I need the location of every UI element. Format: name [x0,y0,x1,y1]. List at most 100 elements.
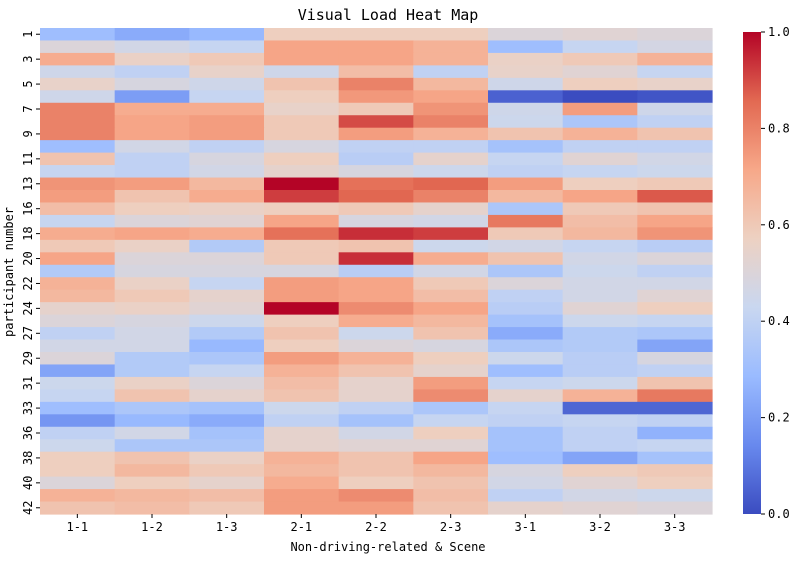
colorbar-tick-label: 0.8 [768,121,790,135]
heatmap-cell [189,302,265,316]
heatmap-cell [40,264,116,278]
heatmap-cell [562,439,638,453]
heatmap-cell [189,476,265,490]
heatmap-cell [189,177,265,191]
heatmap-cell [114,202,190,216]
heatmap-cell [189,264,265,278]
heatmap-cell [338,314,414,328]
heatmap-cell [189,239,265,253]
heatmap-cell [264,302,340,316]
heatmap-cell [189,115,265,129]
heatmap-cell [189,40,265,54]
heatmap-cell [413,277,489,291]
heatmap-cell [562,264,638,278]
heatmap-cell [114,389,190,403]
heatmap-cell [264,426,340,440]
heatmap-cell [637,401,713,415]
heatmap-cell [189,102,265,116]
heatmap-cell [189,152,265,166]
heatmap-cell [338,302,414,316]
heatmap-cell [40,165,116,179]
heatmap-cell [40,364,116,378]
heatmap-cell [189,90,265,104]
heatmap-cell [488,28,564,42]
y-tick-label: 27 [21,326,35,340]
heatmap-cell [637,52,713,66]
heatmap-cell [338,489,414,503]
heatmap-cell [40,202,116,216]
heatmap-cell [114,376,190,390]
heatmap-cell [562,140,638,154]
colorbar-tick-label: 0.0 [768,507,790,521]
heatmap-cell [488,40,564,54]
heatmap-cell [189,190,265,204]
heatmap-cell [637,177,713,191]
heatmap-cell [338,202,414,216]
heatmap-cell [413,227,489,241]
heatmap-cell [338,451,414,465]
heatmap-cell [189,165,265,179]
heatmap-cell [637,252,713,266]
heatmap-cell [40,302,116,316]
heatmap-cell [264,476,340,490]
heatmap-cell [264,314,340,328]
x-tick-label: 3-2 [589,520,611,534]
heatmap-cell [189,28,265,42]
heatmap-cell [338,476,414,490]
heatmap-cell [488,476,564,490]
heatmap-cell [488,464,564,478]
heatmap-cell [562,414,638,428]
heatmap-cell [637,376,713,390]
heatmap-cell [637,327,713,341]
heatmap-cell [488,376,564,390]
heatmap-cell [562,214,638,228]
heatmap-cell [114,426,190,440]
heatmap-cell [264,115,340,129]
heatmap-cell [40,314,116,328]
heatmap-cell [338,439,414,453]
heatmap-cell [189,127,265,141]
y-tick-label: 36 [21,426,35,440]
heatmap-cell [264,289,340,303]
heatmap-cell [264,239,340,253]
heatmap-cell [40,289,116,303]
heatmap-cell [413,426,489,440]
heatmap-cell [562,40,638,54]
y-tick-label: 1 [21,31,35,38]
heatmap-cell [562,451,638,465]
y-tick-label: 31 [21,376,35,390]
heatmap-cell [413,115,489,129]
heatmap-cell [413,102,489,116]
heatmap-cell [40,451,116,465]
heatmap-cell [488,489,564,503]
heatmap-cell [637,439,713,453]
heatmap-cell [40,376,116,390]
heatmap-cell [488,214,564,228]
heatmap-cell [637,28,713,42]
heatmap-cell [40,439,116,453]
heatmap-cell [488,202,564,216]
heatmap-cell [488,277,564,291]
heatmap-cell [413,451,489,465]
heatmap-cell [40,177,116,191]
x-tick-label: 2-2 [365,520,387,534]
heatmap-cell [264,252,340,266]
x-tick-label: 1-2 [141,520,163,534]
heatmap-cell [488,52,564,66]
heatmap-cell [338,414,414,428]
heatmap-cell [264,190,340,204]
heatmap-cell [338,77,414,91]
heatmap-cell [562,152,638,166]
heatmap-cell [413,140,489,154]
heatmap-cell [264,364,340,378]
heatmap-cell [264,65,340,79]
y-tick-label: 3 [21,56,35,63]
heatmap-cell [40,352,116,366]
heatmap-cell [114,77,190,91]
heatmap-cell [40,127,116,141]
heatmap-cell [562,464,638,478]
heatmap-cell [264,52,340,66]
y-tick-label: 38 [21,451,35,465]
heatmap-cell [338,115,414,129]
